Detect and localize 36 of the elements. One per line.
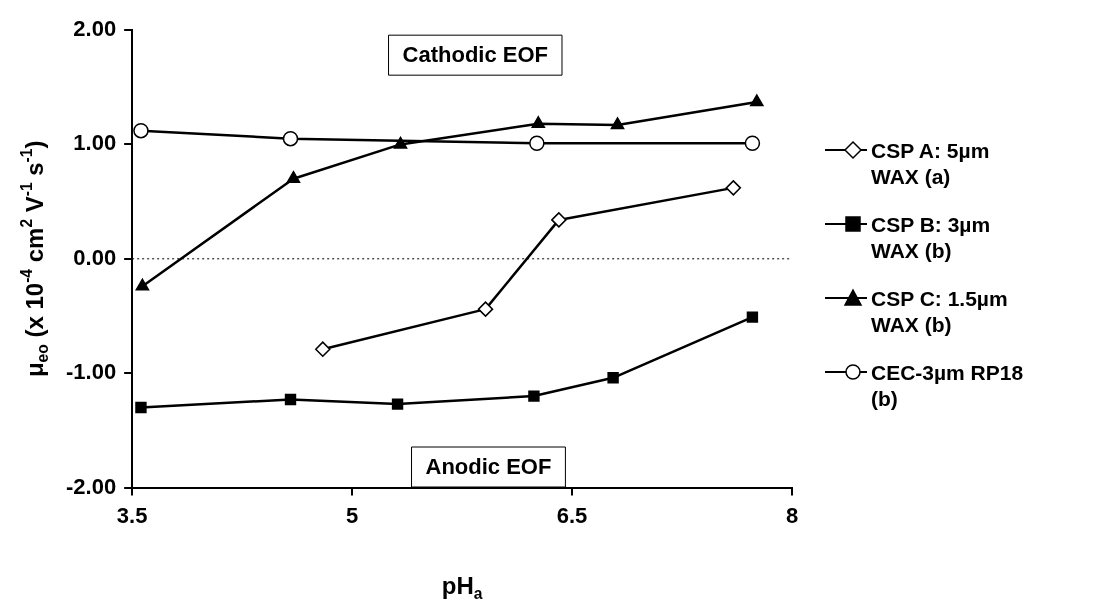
legend-label: CEC-3µm RP18 (b): [871, 360, 1025, 412]
point: [551, 212, 567, 228]
x-tick-label: 5: [345, 502, 359, 528]
point: [133, 122, 149, 139]
point: [744, 135, 761, 152]
point: [282, 130, 299, 147]
point: [610, 117, 625, 130]
y-tick-label: -1.00: [65, 359, 117, 385]
y-tick-label: -2.00: [65, 473, 117, 499]
y-tick-label: 1.00: [73, 130, 117, 156]
point: [531, 116, 546, 129]
point: [284, 393, 297, 406]
point: [528, 390, 540, 402]
annotation: Anodic EOF: [425, 454, 552, 480]
point: [607, 372, 619, 384]
point: [135, 278, 150, 291]
point: [746, 311, 759, 323]
x-tick-label: 8: [785, 502, 799, 528]
point: [750, 94, 764, 107]
point: [286, 170, 301, 183]
legend-label: CSP B: 3µm WAX (b): [871, 212, 992, 264]
point: [725, 180, 742, 196]
text: μeo (x 10-4 cm2 V-1 s-1): [17, 140, 51, 378]
point: [393, 136, 408, 149]
y-tick-label: 2.00: [73, 16, 117, 42]
point: [315, 341, 331, 357]
point: [477, 301, 494, 317]
legend-label: CSP C: 1.5µm WAX (b): [871, 286, 1009, 338]
annotation: Cathodic EOF: [402, 42, 548, 68]
legend-label: CSP A: 5µm WAX (a): [871, 138, 991, 190]
point: [391, 398, 404, 410]
y-tick-label: 0.00: [73, 244, 117, 270]
point: [529, 135, 545, 152]
x-tick-label: 6.5: [556, 502, 588, 528]
x-tick-label: 3.5: [116, 502, 148, 528]
point: [135, 401, 147, 414]
